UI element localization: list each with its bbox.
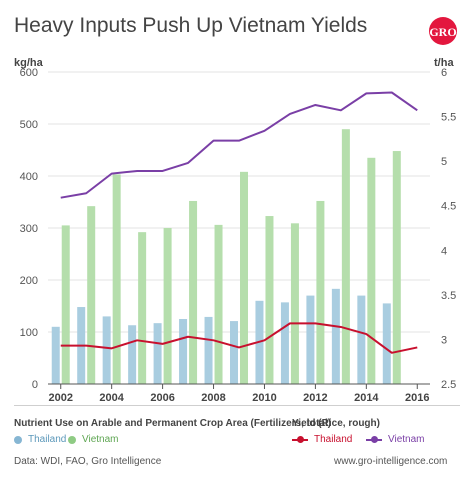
thailand-fertilizer-bar (51, 326, 60, 384)
thailand-fertilizer-bar (357, 295, 366, 384)
right-axis-unit: t/ha (434, 57, 454, 69)
vietnam-fertilizer-bar (214, 224, 223, 384)
right-tick-label: 5.5 (441, 112, 456, 124)
x-tick-label: 2002 (48, 392, 72, 404)
thailand-fertilizer-bar (306, 295, 315, 384)
x-tick-label: 2014 (354, 392, 379, 404)
left-tick-label: 200 (20, 275, 38, 287)
right-tick-label: 3 (441, 334, 447, 346)
left-tick-label: 400 (20, 171, 38, 183)
gro-logo-icon: GRO (429, 17, 457, 45)
vietnam-fertilizer-bar (61, 225, 70, 384)
vietnam-fertilizer-bar (163, 228, 172, 384)
thailand-fertilizer-bar (280, 302, 289, 384)
left-tick-label: 600 (20, 67, 38, 79)
vietnam-fertilizer-bar (392, 151, 401, 384)
thailand-fertilizer-bar (102, 316, 111, 384)
fertilizer-legend-title: Nutrient Use on Arable and Permanent Cro… (14, 418, 332, 429)
legend-item-thailand-fertilizer: Thailand (14, 434, 66, 445)
x-tick-label: 2012 (303, 392, 327, 404)
legend-separator (14, 405, 460, 406)
thailand-fertilizer-bar (128, 325, 137, 384)
right-tick-label: 2.5 (441, 379, 456, 391)
legend-label-thailand-fertilizer: Thailand (28, 434, 67, 445)
svg-text:GRO: GRO (429, 25, 456, 39)
left-axis-unit: kg/ha (14, 57, 43, 69)
thailand-fertilizer-swatch (14, 435, 22, 444)
legend-item-vietnam-yield: Vietnam (366, 434, 425, 445)
x-tick-label: 2010 (252, 392, 276, 404)
chart-title: Heavy Inputs Push Up Vietnam Yields (14, 14, 368, 37)
vietnam-fertilizer-bar (138, 232, 147, 384)
thailand-fertilizer-bar (153, 323, 162, 384)
x-tick-label: 2004 (99, 392, 124, 404)
x-tick-label: 2008 (201, 392, 225, 404)
source-note: Data: WDI, FAO, Gro Intelligence (14, 456, 162, 467)
left-tick-label: 100 (20, 327, 38, 339)
vietnam-yield-line (60, 91, 418, 199)
left-tick-label: 500 (20, 119, 38, 131)
thailand-fertilizer-bar (204, 316, 213, 384)
legend-item-vietnam-fertilizer: Vietnam (68, 434, 119, 445)
vietnam-fertilizer-bar (87, 206, 96, 384)
left-tick-label: 300 (20, 223, 38, 235)
left-tick-label: 0 (32, 379, 38, 391)
vietnam-fertilizer-bar (112, 174, 121, 384)
legend-label-vietnam-yield: Vietnam (388, 434, 425, 445)
thailand-fertilizer-bar (179, 319, 188, 384)
vietnam-fertilizer-bar (265, 216, 274, 384)
vietnam-fertilizer-bar (316, 200, 325, 384)
thailand-yield-line (60, 322, 418, 354)
vietnam-fertilizer-bar (290, 223, 299, 384)
yield-legend-title: Yield (Rice, rough) (292, 418, 380, 429)
vietnam-fertilizer-bar (240, 171, 248, 384)
x-tick-label: 2006 (150, 392, 174, 404)
vietnam-fertilizer-swatch (68, 435, 76, 444)
x-tick-label: 2016 (405, 392, 429, 404)
right-tick-label: 3.5 (441, 290, 456, 302)
right-tick-label: 4.5 (441, 201, 456, 213)
thailand-yield-swatch (292, 435, 308, 443)
right-tick-label: 4 (441, 245, 447, 257)
right-tick-label: 5 (441, 156, 447, 168)
thailand-fertilizer-bar (382, 303, 391, 384)
vietnam-fertilizer-bar (367, 157, 376, 384)
legend-item-thailand-yield: Thailand (292, 434, 352, 445)
legend-label-thailand-yield: Thailand (314, 434, 353, 445)
vietnam-fertilizer-bar (341, 129, 350, 384)
vietnam-yield-swatch (366, 435, 382, 443)
vietnam-fertilizer-bar (189, 200, 198, 384)
thailand-fertilizer-bar (230, 321, 238, 384)
legend-label-vietnam-fertilizer: Vietnam (82, 434, 119, 445)
website-link[interactable]: www.gro-intelligence.com (334, 456, 448, 467)
thailand-fertilizer-bar (331, 288, 340, 384)
right-tick-label: 6 (441, 67, 447, 79)
